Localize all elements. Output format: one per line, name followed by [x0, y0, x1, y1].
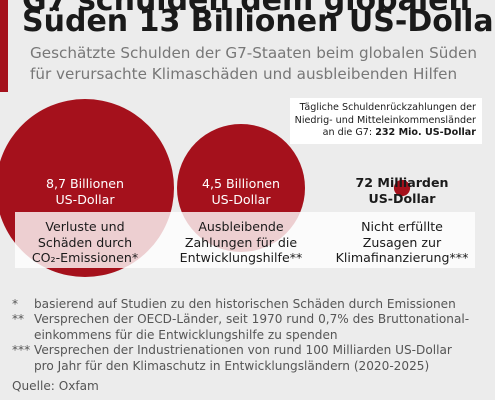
callout-line-2: Niedrig- und Mitteleinkommensländer — [294, 114, 476, 126]
footnote-mark: * — [12, 297, 19, 311]
bubble-value-label-1: 8,7 Billionen US-Dollar — [46, 176, 124, 207]
bubble-value-label-2: 4,5 Billionen US-Dollar — [202, 176, 280, 207]
page-title-line-2: Süden 13 Billionen US-Dollar — [22, 4, 495, 39]
callout-line-1: Tägliche Schuldenrückzahlungen der — [299, 102, 476, 113]
category-label-3: Nicht erfüllte Zusagen zur Klimafinanzie… — [335, 219, 469, 266]
footnote: *** Versprechen der Industrienationen vo… — [12, 343, 492, 374]
callout-value: 232 Mio. US-Dollar — [375, 127, 476, 139]
label-band — [15, 212, 475, 268]
accent-bar — [0, 0, 8, 92]
page-subtitle: Geschätzte Schulden der G7-Staaten beim … — [30, 44, 478, 83]
category-label-1: Verluste und Schäden durch CO₂-Emissione… — [31, 219, 139, 266]
bubble-3 — [393, 179, 411, 197]
callout-box: Tägliche Schuldenrückzahlungen der Niedr… — [290, 98, 482, 144]
footnotes: * basierend auf Studien zu den historisc… — [12, 297, 492, 374]
footnote-mark: ** — [12, 312, 25, 327]
footnote-text: Versprechen der OECD-Länder, seit 1970 r… — [34, 312, 470, 342]
source-note: Quelle: Oxfam — [12, 379, 99, 393]
category-label-2: Ausbleibende Zahlungen für die Entwicklu… — [179, 219, 303, 266]
callout-prefix: an die G7: — [322, 127, 376, 139]
footnote: ** Versprechen der OECD-Länder, seit 197… — [12, 312, 492, 343]
bubble-value-label-3: 72 Milliarden US-Dollar — [356, 175, 449, 206]
footnote-text: basierend auf Studien zu den historische… — [34, 297, 456, 311]
footnote: * basierend auf Studien zu den historisc… — [12, 297, 492, 312]
footnote-mark: *** — [12, 343, 31, 358]
callout-line-3: an die G7: 232 Mio. US-Dollar — [290, 127, 476, 140]
footnote-text: Versprechen der Industrienationen von ru… — [34, 343, 452, 373]
page-title-line-1: G7 schulden dem globalen — [22, 0, 470, 18]
